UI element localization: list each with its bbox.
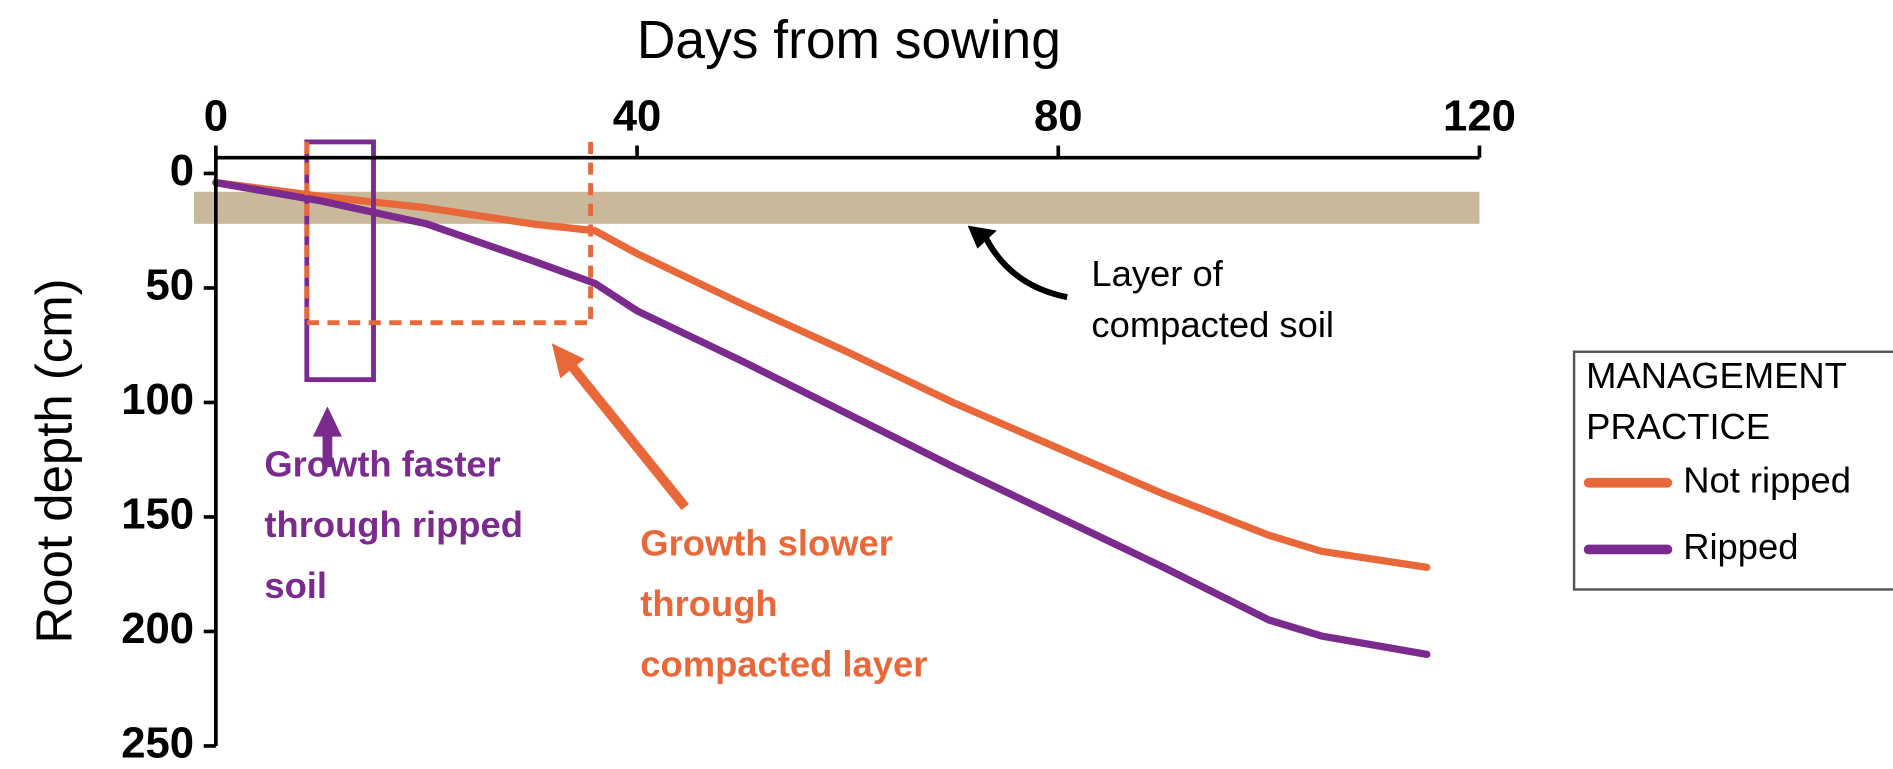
chart-title: Days from sowing (637, 11, 1061, 70)
arrow-head (967, 225, 997, 249)
dashed-guides (304, 141, 594, 326)
annotation: Growth faster (264, 444, 500, 485)
annotation: compacted layer (640, 644, 927, 685)
legend-label: Ripped (1683, 526, 1798, 567)
arrow-head (551, 343, 585, 379)
y-tick-label: 150 (121, 489, 194, 538)
series-line (212, 178, 1431, 571)
arrow (979, 229, 1068, 301)
y-axis-label: Root depth (cm) (26, 278, 83, 643)
y-tick-label: 250 (121, 718, 194, 767)
arrow-head (312, 406, 342, 437)
y-tick-label: 0 (170, 146, 194, 195)
y-tick-label: 100 (121, 375, 194, 424)
y-tick-label: 200 (121, 604, 194, 653)
x-tick-label: 0 (204, 91, 228, 140)
annotation: through ripped (264, 504, 523, 545)
x-tick-label: 40 (613, 91, 662, 140)
layer-label: Layer of (1091, 253, 1223, 294)
compacted-layer (194, 191, 1480, 224)
annotation: soil (264, 565, 327, 606)
y-tick-label: 50 (145, 260, 194, 309)
annotation: through (640, 583, 777, 624)
annotation: Growth slower (640, 522, 893, 563)
series-line (212, 178, 1431, 658)
legend-title: MANAGEMENT (1586, 355, 1847, 396)
legend-label: Not ripped (1683, 459, 1851, 500)
x-tick-label: 80 (1034, 91, 1083, 140)
layer-label: compacted soil (1091, 304, 1334, 345)
x-tick-label: 120 (1443, 91, 1516, 140)
arrow (566, 360, 689, 511)
ripped-box (304, 139, 376, 383)
legend-title: PRACTICE (1586, 406, 1770, 447)
